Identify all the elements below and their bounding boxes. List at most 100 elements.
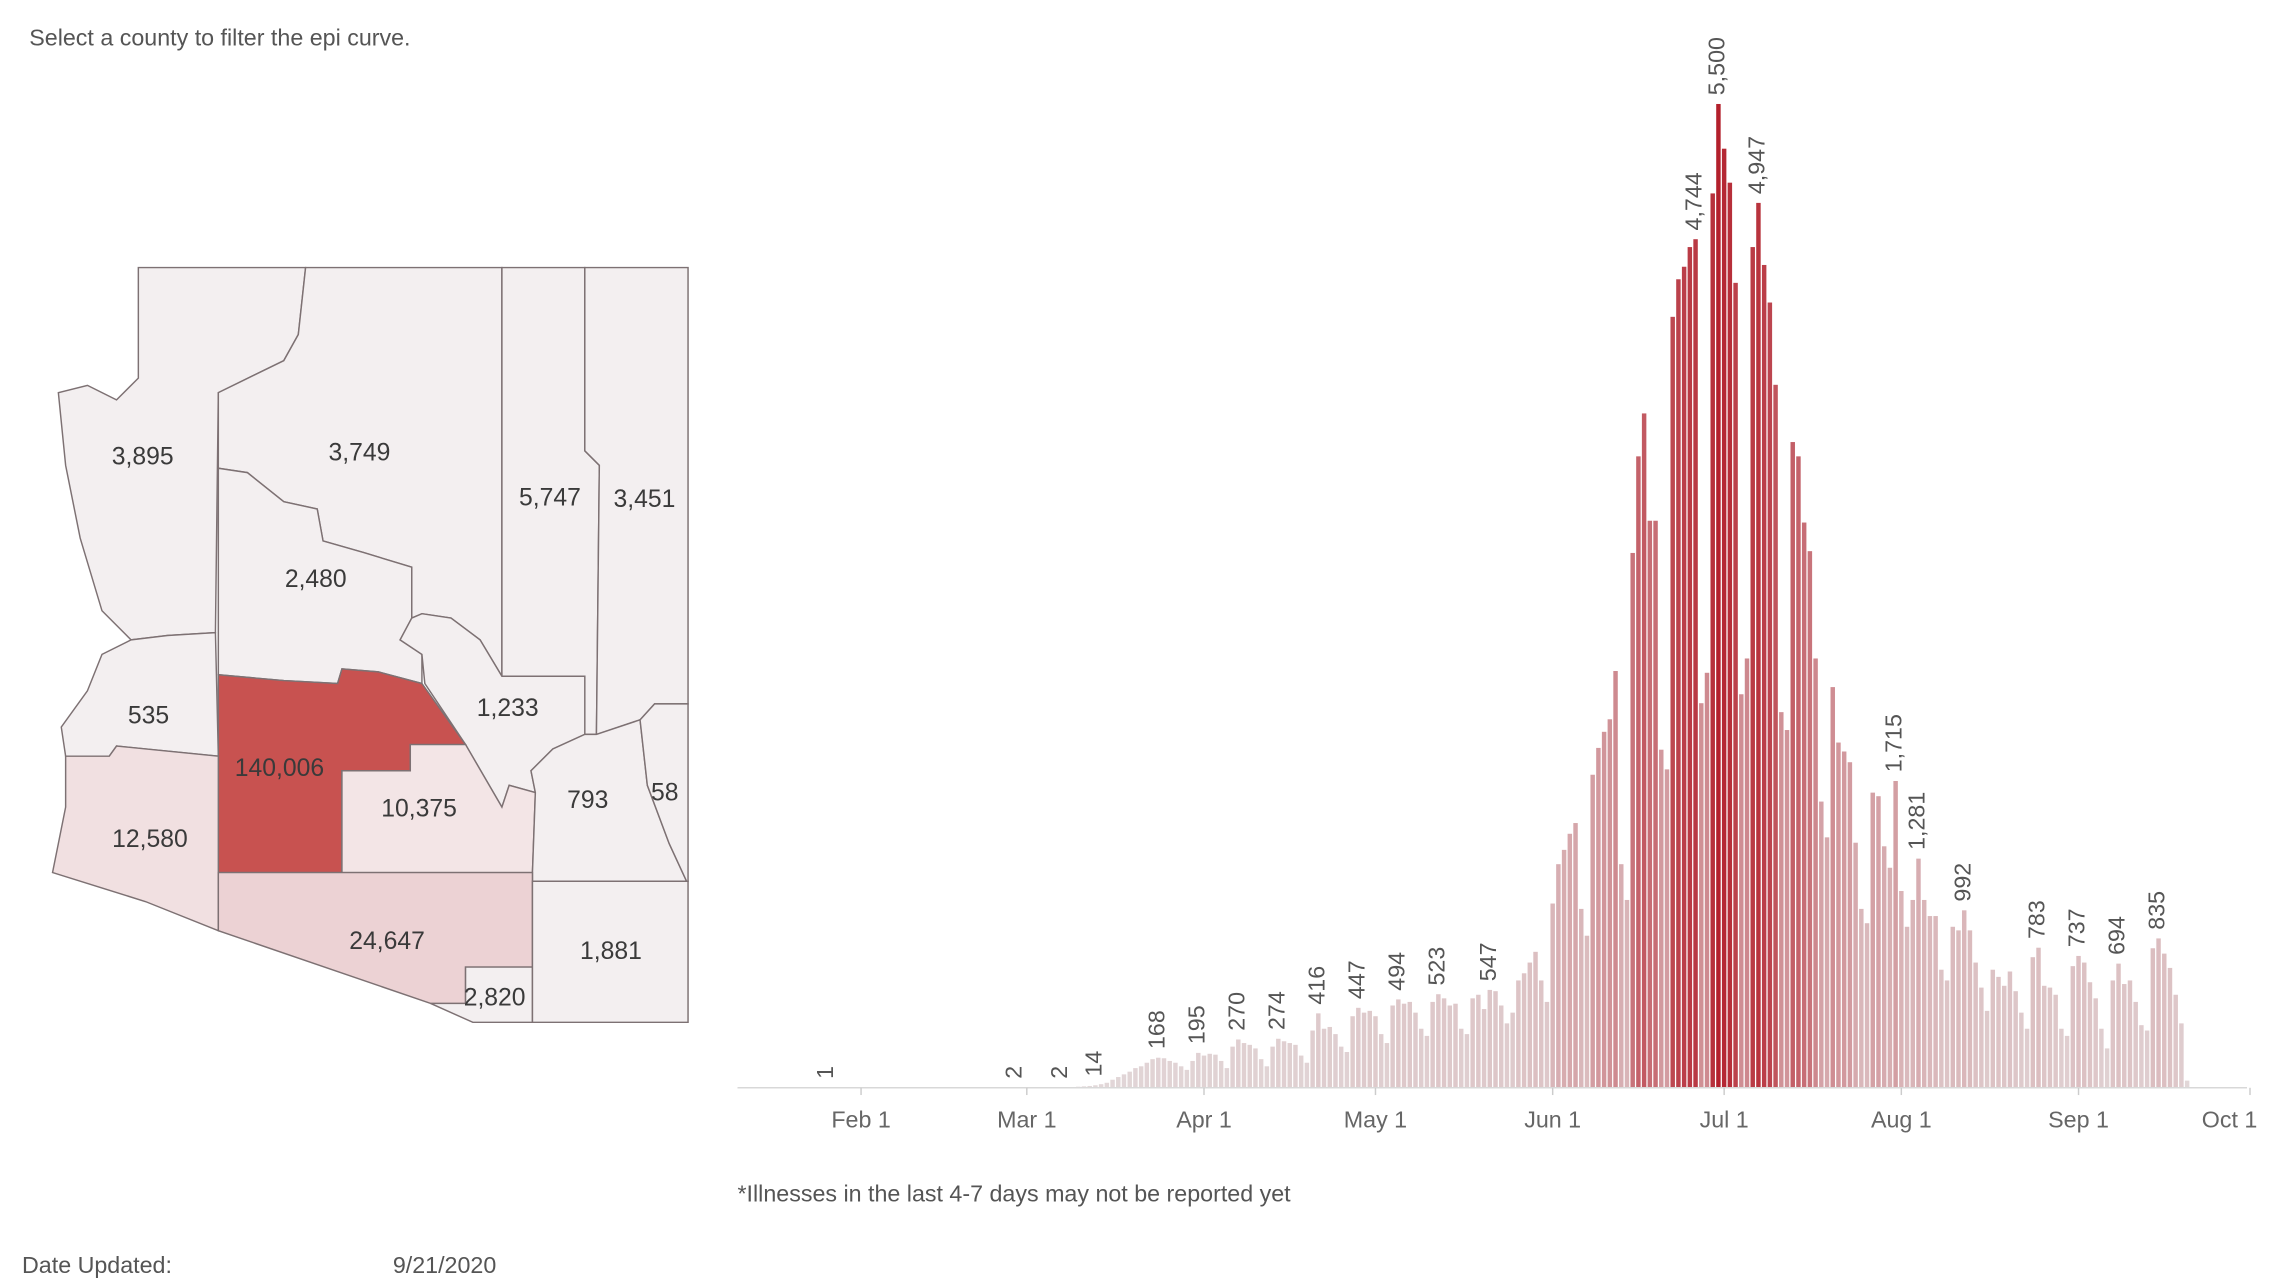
bar <box>1499 1005 1504 1088</box>
bar <box>1653 520 1658 1088</box>
bar <box>1647 520 1653 1088</box>
county-value-label: 3,451 <box>613 486 675 513</box>
bar <box>1607 719 1613 1088</box>
date-updated-value: 9/21/2020 <box>393 1252 497 1278</box>
bar <box>1316 1013 1321 1088</box>
bar <box>1927 916 1933 1088</box>
value-label: 1 <box>812 1066 838 1079</box>
bar <box>1687 247 1693 1088</box>
bar <box>1676 279 1681 1088</box>
county-value-label: 10,375 <box>381 796 457 823</box>
bar <box>1961 910 1967 1088</box>
bar <box>1121 1074 1127 1088</box>
bar <box>1298 1055 1304 1088</box>
bar <box>1624 899 1630 1088</box>
bar <box>1327 1026 1332 1088</box>
bar <box>1493 991 1498 1088</box>
bar <box>2024 1028 2030 1088</box>
bar <box>1830 687 1835 1088</box>
bar <box>1236 1039 1241 1088</box>
bar <box>1390 1005 1395 1088</box>
bar <box>1241 1043 1247 1088</box>
bar <box>1430 1001 1435 1088</box>
bar <box>1293 1044 1298 1088</box>
bar <box>1504 1023 1510 1088</box>
bar <box>1144 1062 1150 1088</box>
bar <box>1361 1012 1367 1088</box>
county-value-label: 1,881 <box>580 938 642 965</box>
bar <box>1487 989 1493 1088</box>
bar <box>1590 774 1595 1088</box>
county-value-label: 793 <box>567 787 608 814</box>
bar <box>1544 1001 1550 1088</box>
bar <box>2013 991 2018 1088</box>
bar <box>1224 1068 1230 1088</box>
bar <box>2167 967 2173 1088</box>
bar <box>2036 947 2041 1088</box>
bar <box>1744 658 1750 1088</box>
bar <box>1721 148 1727 1088</box>
bar <box>2082 962 2087 1088</box>
bar <box>1350 1016 1355 1088</box>
bar <box>1613 670 1618 1088</box>
bar <box>1276 1038 1281 1088</box>
bar <box>1584 935 1590 1088</box>
bar <box>1699 703 1704 1088</box>
value-label: 274 <box>1263 991 1289 1030</box>
county-value-label: 2,480 <box>285 566 347 593</box>
bar <box>1173 1062 1178 1088</box>
bar <box>1990 969 1996 1088</box>
bar <box>1247 1044 1252 1088</box>
bar <box>1373 1016 1378 1088</box>
bar <box>1664 769 1670 1088</box>
bar <box>1836 742 1841 1088</box>
bar <box>2116 963 2121 1088</box>
bar <box>1201 1055 1207 1088</box>
bar <box>1870 792 1875 1088</box>
bar <box>1396 999 1401 1088</box>
bar <box>1458 1028 1464 1088</box>
bar <box>1641 413 1647 1088</box>
bar <box>1750 247 1755 1088</box>
value-label: 992 <box>1949 863 1975 902</box>
bar <box>1761 264 1767 1088</box>
bar <box>1161 1058 1167 1088</box>
bar <box>1378 1034 1384 1088</box>
bar <box>2093 998 2098 1088</box>
bar <box>2122 984 2127 1088</box>
bar <box>1213 1054 1218 1088</box>
bar <box>1596 747 1601 1088</box>
bar <box>1356 1007 1361 1088</box>
bar <box>2162 953 2167 1088</box>
bar <box>1727 182 1733 1088</box>
bar <box>1087 1085 1092 1088</box>
value-label: 4,947 <box>1744 136 1770 194</box>
county-value-label: 5,747 <box>519 484 581 511</box>
bar <box>1539 980 1544 1088</box>
bar <box>2059 1028 2064 1088</box>
bar <box>2156 938 2161 1088</box>
bar <box>1916 858 1921 1088</box>
bar <box>2110 980 2116 1088</box>
county <box>531 880 689 1024</box>
bar <box>1401 1003 1407 1088</box>
x-tick-label: Sep 1 <box>2048 1106 2109 1132</box>
bar <box>1127 1071 1132 1088</box>
value-label: 783 <box>2024 900 2050 939</box>
bar <box>1670 316 1675 1088</box>
bar <box>1824 837 1830 1088</box>
bar <box>1436 994 1441 1088</box>
county-value-label: 3,895 <box>112 444 174 471</box>
bar <box>1104 1082 1110 1088</box>
bar <box>1716 103 1721 1088</box>
county-value-label: 140,006 <box>235 755 324 782</box>
bar <box>1407 1001 1413 1088</box>
bar <box>1704 672 1710 1088</box>
bar <box>1287 1043 1292 1088</box>
bar <box>1859 908 1864 1088</box>
bar <box>2104 1048 2110 1088</box>
bar <box>2007 971 2013 1088</box>
bar <box>2042 985 2047 1088</box>
bar <box>2087 982 2093 1088</box>
bar <box>1167 1060 1172 1088</box>
